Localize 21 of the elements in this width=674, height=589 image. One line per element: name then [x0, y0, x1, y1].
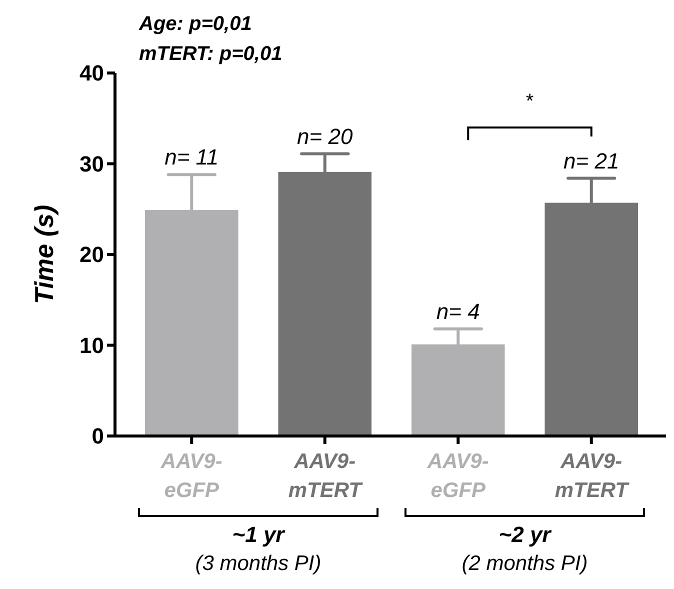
x-tick-label: AAV9-mTERT: [554, 450, 630, 502]
x-tick-label: AAV9-mTERT: [288, 450, 364, 502]
annotation: n= 21: [564, 148, 620, 174]
text: Age: p=0,01: [138, 13, 252, 35]
annotation: n= 11: [164, 144, 219, 170]
annotation: n= 20: [297, 124, 354, 149]
x-tick-label: AAV9-eGFP: [160, 450, 222, 502]
y-tick-label: 40: [80, 60, 104, 86]
annotation: n= 4: [436, 298, 480, 324]
text: ~2 yr: [498, 522, 552, 547]
text: mTERT: p=0,01: [139, 43, 282, 65]
y-tick-label: 10: [80, 332, 104, 358]
text: (3 months PI): [195, 552, 322, 575]
y-axis-title: Time (s): [29, 204, 59, 304]
text: ~1 yr: [232, 522, 286, 547]
text: (2 months PI): [462, 552, 588, 575]
annotation: *: [526, 90, 534, 112]
y-tick-label: 30: [80, 151, 104, 176]
y-tick-label: 20: [80, 242, 104, 268]
x-tick-label: AAV9-eGFP: [426, 450, 489, 502]
y-tick-label: 0: [92, 424, 104, 449]
